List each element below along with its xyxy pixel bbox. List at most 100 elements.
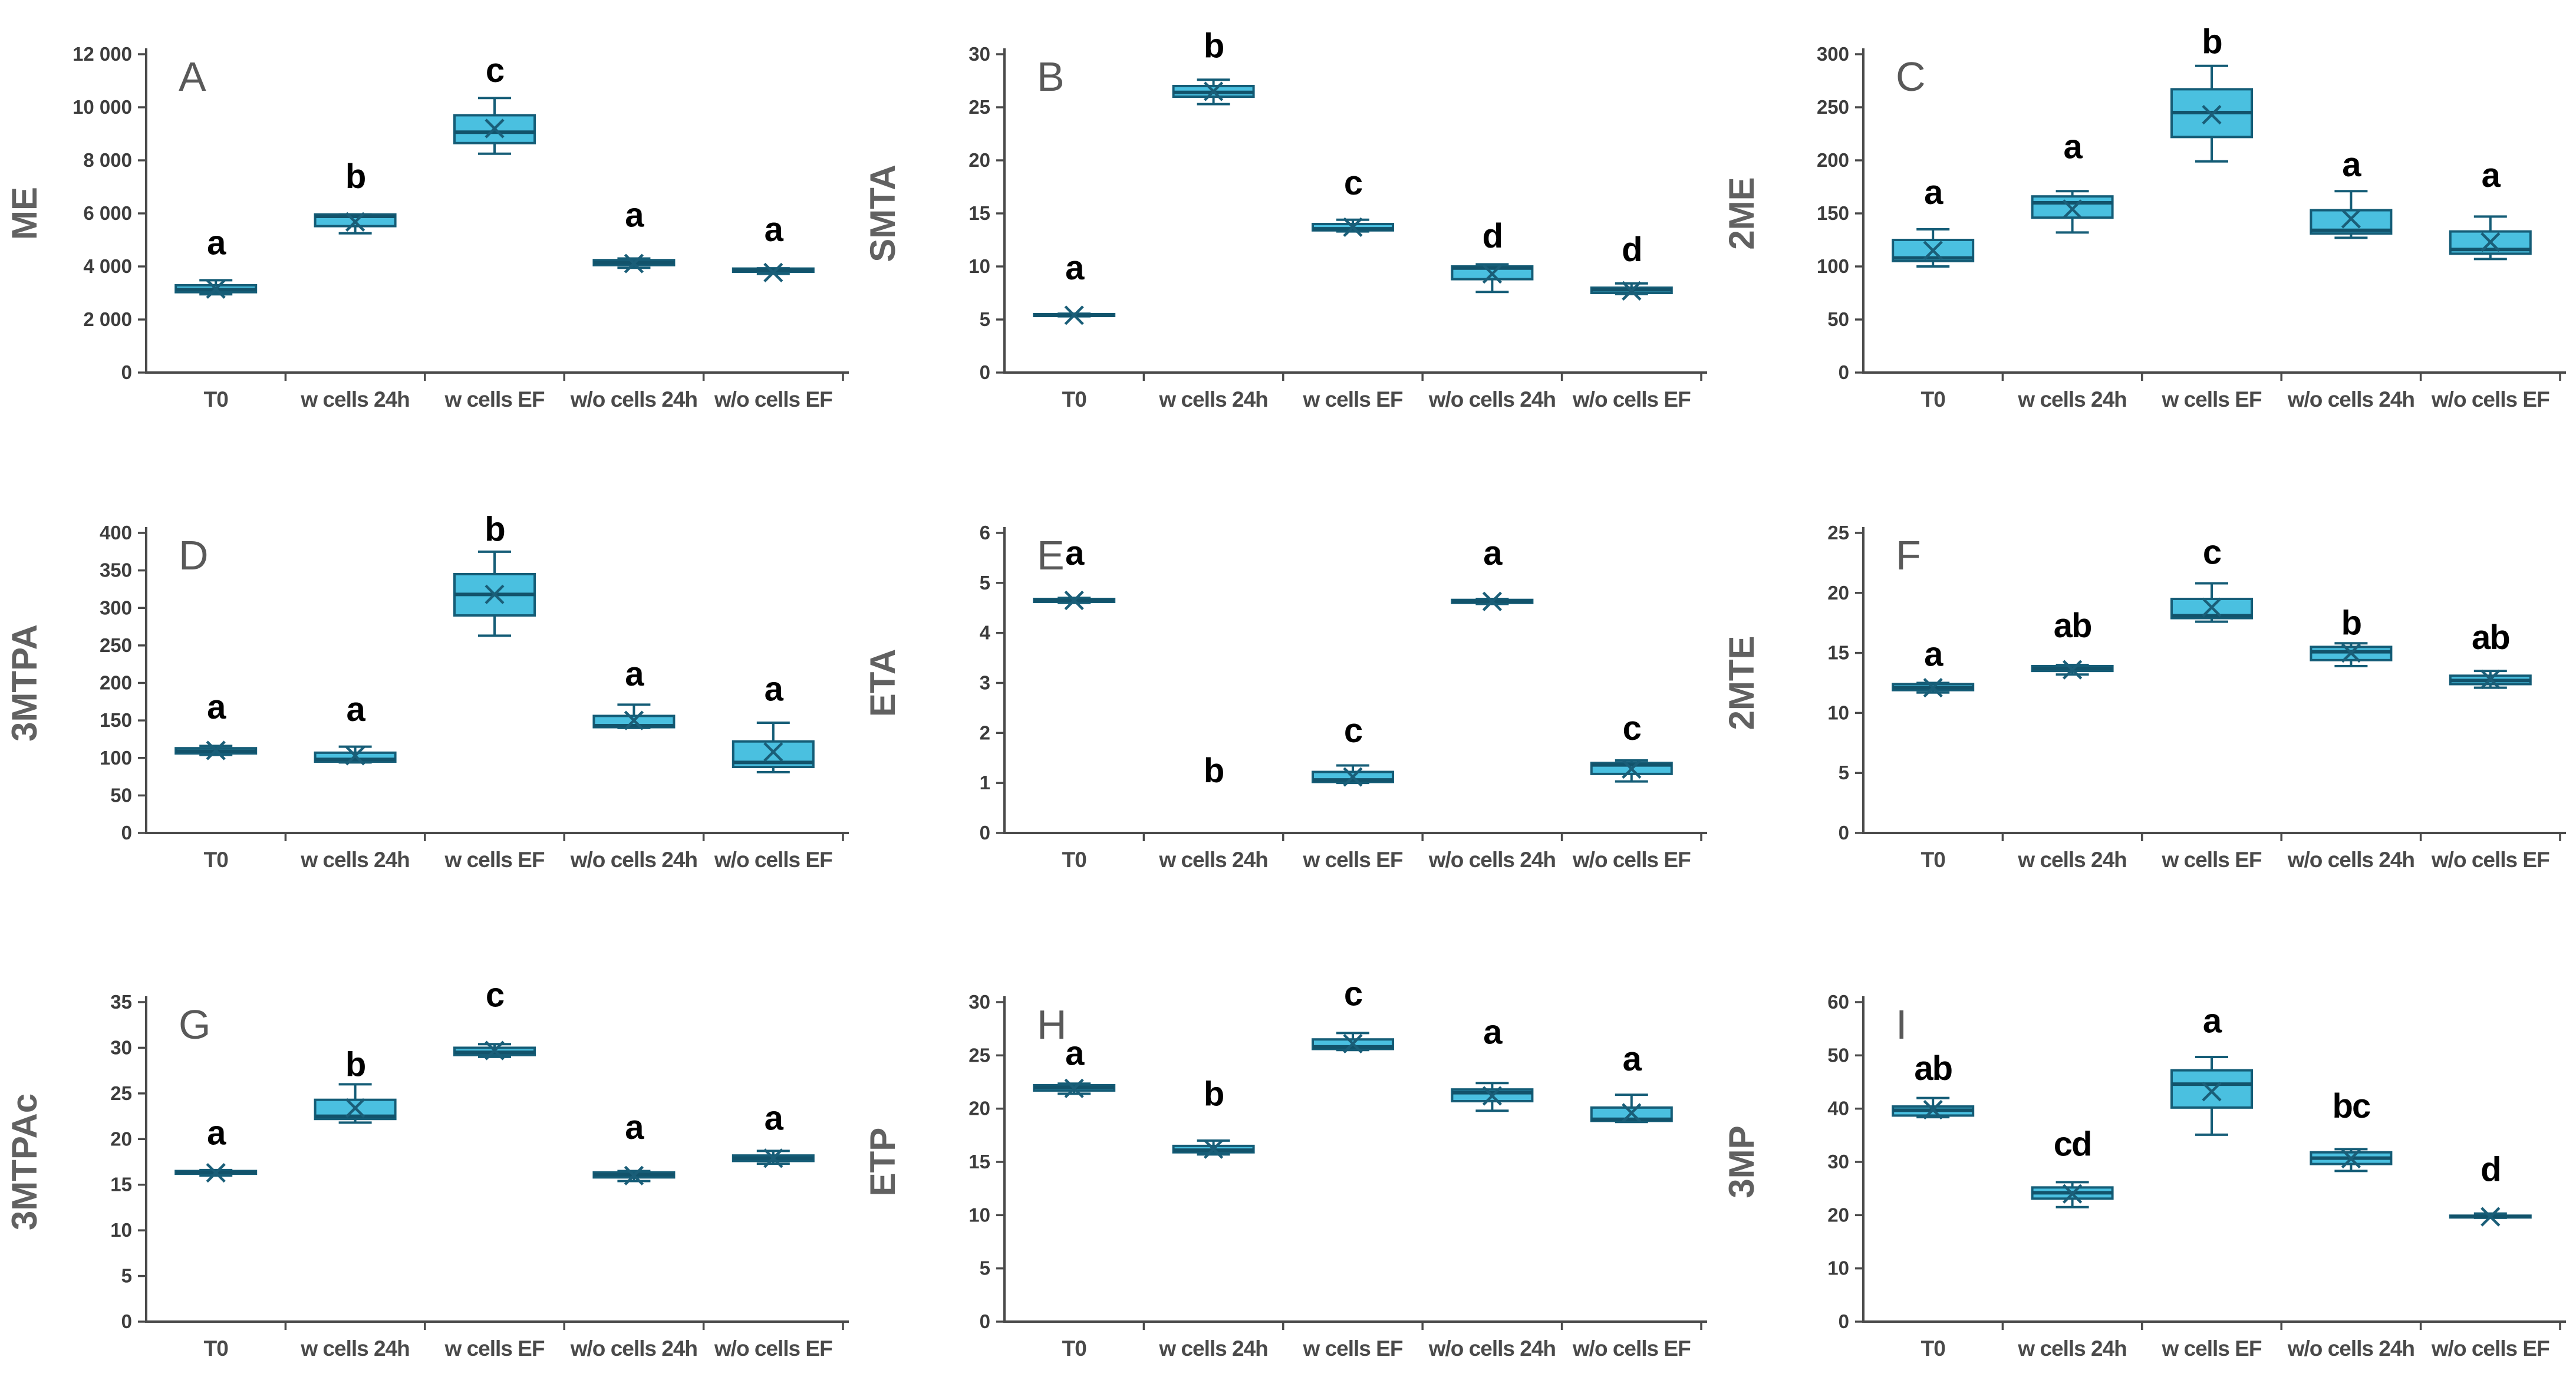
sig-letter: b — [1204, 1075, 1224, 1113]
box-group-4 — [1451, 263, 1534, 294]
sig-letter: a — [765, 210, 784, 249]
category-label: w/o cells 24h — [2287, 1336, 2414, 1361]
y-tick-label: 5 — [980, 1257, 990, 1279]
category-label: w cells 24h — [300, 1336, 409, 1361]
category-label: T0 — [1921, 1336, 1946, 1361]
category-label: w/o cells 24h — [570, 1336, 697, 1361]
category-label: T0 — [204, 1336, 229, 1361]
sig-letter: a — [1483, 1013, 1503, 1052]
category-label: w/o cells 24h — [1428, 1336, 1556, 1361]
y-tick-label: 6 — [980, 522, 990, 544]
category-label: w/o cells EF — [2431, 387, 2549, 411]
panel-E-chart: 0 1 2 3 4 5 6 ETA E a b c a c T0 w cells 24h w cells EF w… — [863, 522, 1707, 872]
mean-x-icon — [2202, 597, 2222, 617]
panel-D-chart: 0 50 100 150 200 250 300 350 400 3MTPA Da a b a a T0 w c… — [5, 510, 849, 872]
category-label: T0 — [204, 387, 229, 411]
y-tick-label: 350 — [100, 559, 132, 581]
y-axis-title: 2ME — [1722, 177, 1761, 249]
box-group-3 — [453, 97, 536, 155]
y-tick-label: 12 000 — [73, 43, 132, 65]
panel-H-chart: 0 5 10 15 20 25 30 ETP Ha b c a a T0 w cells 24h w cell… — [863, 975, 1707, 1361]
category-label: w/o cells EF — [1572, 387, 1691, 411]
sig-letter: d — [2481, 1151, 2500, 1189]
y-tick-label: 400 — [100, 522, 132, 544]
box-group-4 — [2310, 1148, 2393, 1172]
mean-x-icon — [1064, 305, 1084, 325]
category-label: w cells 24h — [1158, 1336, 1267, 1361]
sig-letter: cd — [2054, 1125, 2091, 1163]
box-group-5 — [732, 721, 815, 773]
category-label: w cells 24h — [2017, 848, 2126, 872]
box-group-2 — [314, 212, 397, 235]
y-tick-label: 10 — [1827, 701, 1849, 723]
y-axis-title: 2MTE — [1722, 635, 1761, 730]
y-tick-label: 25 — [969, 96, 990, 118]
panel-letter: F — [1896, 532, 1921, 578]
mean-x-icon — [1622, 759, 1642, 779]
panel-letter: D — [179, 532, 209, 578]
y-tick-label: 20 — [110, 1128, 132, 1150]
iqr-box — [2170, 1069, 2253, 1109]
box-group-2 — [1172, 1139, 1255, 1159]
mean-x-icon — [2481, 669, 2501, 689]
box-group-3 — [2170, 1056, 2253, 1136]
category-label: w/o cells 24h — [1428, 387, 1556, 411]
sig-letter: c — [1344, 712, 1362, 750]
y-tick-label: 30 — [969, 43, 990, 65]
mean-x-icon — [345, 212, 365, 232]
category-label: w cells EF — [2162, 1336, 2262, 1361]
box-group-1 — [1033, 590, 1116, 611]
sig-letter: d — [1622, 230, 1641, 269]
category-label: w cells EF — [2162, 387, 2262, 411]
box-group-2 — [1172, 78, 1255, 106]
mean-x-icon — [2063, 660, 2083, 680]
category-label: w/o cells 24h — [2287, 848, 2414, 872]
category-label: w/o cells 24h — [1428, 848, 1556, 872]
y-axis-title: ETA — [863, 649, 902, 717]
box-group-3 — [1312, 1032, 1394, 1054]
panel-G-chart: 0 5 10 15 20 25 30 35 3MTPAc Ga b c a a T0 w cells 24h w… — [5, 976, 849, 1361]
box-group-4 — [592, 703, 676, 730]
category-label: w cells 24h — [1158, 848, 1267, 872]
sig-letter: ab — [2472, 618, 2509, 657]
mean-x-icon — [1343, 767, 1363, 787]
sig-letter: c — [1344, 975, 1362, 1013]
sig-letter: b — [2341, 604, 2361, 643]
y-tick-label: 3 — [980, 672, 990, 694]
y-tick-label: 0 — [121, 1310, 132, 1332]
category-label: T0 — [1062, 1336, 1087, 1361]
y-tick-label: 10 000 — [73, 96, 132, 118]
box-group-4 — [1451, 591, 1534, 611]
mean-x-icon — [2341, 1148, 2361, 1169]
y-tick-label: 0 — [1839, 822, 1849, 844]
iqr-box — [2031, 195, 2114, 219]
category-label: T0 — [1921, 848, 1946, 872]
box-group-4 — [1451, 1082, 1534, 1112]
y-tick-label: 20 — [1827, 1204, 1849, 1226]
y-tick-label: 15 — [969, 1151, 990, 1172]
mean-x-icon — [624, 710, 644, 730]
y-tick-label: 5 — [980, 308, 990, 330]
mean-x-icon — [1482, 1086, 1502, 1106]
y-tick-label: 15 — [969, 202, 990, 224]
category-label: w/o cells EF — [714, 387, 832, 411]
sig-letter: a — [625, 1108, 644, 1147]
box-group-1 — [1892, 228, 1975, 268]
box-group-1 — [174, 279, 258, 299]
y-tick-label: 10 — [110, 1219, 132, 1241]
mean-x-icon — [1343, 217, 1363, 237]
box-group-3 — [2170, 582, 2253, 623]
y-tick-label: 30 — [969, 991, 990, 1013]
y-tick-label: 150 — [1817, 202, 1849, 224]
y-tick-label: 250 — [100, 634, 132, 656]
mean-x-icon — [1482, 591, 1502, 611]
sig-letter: a — [2063, 128, 2083, 166]
category-label: w cells 24h — [300, 848, 409, 872]
panel-letter: B — [1037, 54, 1065, 100]
sig-letter: c — [1344, 164, 1362, 202]
